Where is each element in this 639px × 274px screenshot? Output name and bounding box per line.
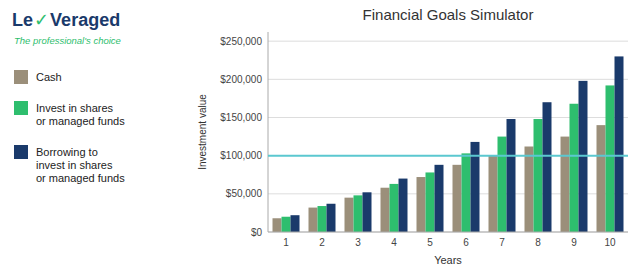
bar [381, 188, 390, 232]
y-tick-label: $200,000 [220, 74, 262, 85]
y-tick-label: $150,000 [220, 112, 262, 123]
y-axis-line [268, 32, 269, 232]
chart: Le✓Veraged The professional's choice Cash I… [0, 0, 639, 274]
x-tick-label: 5 [427, 237, 433, 248]
legend-label: Borrowing toinvest in sharesor managed f… [36, 146, 125, 184]
bar [426, 172, 435, 232]
bar [309, 208, 318, 232]
x-tick-label: 1 [283, 237, 289, 248]
legend-swatch [14, 145, 28, 159]
bar [291, 215, 300, 232]
x-axis-label: Years [434, 254, 462, 266]
bar [498, 137, 507, 232]
bar [543, 102, 552, 232]
bars [268, 56, 628, 232]
y-tick-label: $0 [251, 227, 263, 238]
grid-line [268, 232, 628, 233]
grid-line [268, 41, 628, 42]
legend-swatch [14, 70, 28, 84]
legend-label: Invest in sharesor managed funds [36, 102, 125, 127]
logo-text: Le [12, 10, 33, 30]
title: Financial Goals Simulator [363, 6, 534, 23]
bar [534, 119, 543, 232]
y-tick-label: $50,000 [226, 188, 263, 199]
bar [435, 165, 444, 232]
bar [345, 198, 354, 232]
grid-line [268, 79, 628, 80]
legend-swatch [14, 101, 28, 115]
bar [507, 119, 516, 232]
legend-item: Borrowing toinvest in sharesor managed f… [14, 145, 125, 184]
legend-item: Cash [14, 70, 62, 84]
y-axis-label: Investment value [197, 94, 208, 170]
x-tick-label: 6 [463, 237, 469, 248]
bar [354, 195, 363, 232]
y-tick-label: $250,000 [220, 36, 262, 47]
bar [390, 184, 399, 232]
bar [453, 165, 462, 232]
bar [399, 179, 408, 232]
logo-text: ✓ [34, 9, 49, 30]
x-tick-label: 2 [319, 237, 325, 248]
bar [525, 147, 534, 232]
bar [561, 137, 570, 232]
legend-label: Cash [36, 71, 62, 83]
x-tick-label: 4 [391, 237, 397, 248]
bar [462, 153, 471, 232]
x-tick-label: 7 [499, 237, 505, 248]
bar [570, 104, 579, 232]
bar [489, 156, 498, 232]
x-tick-label: 8 [535, 237, 541, 248]
logo-tagline: The professional's choice [14, 35, 121, 46]
x-tick-label: 3 [355, 237, 361, 248]
bar [417, 177, 426, 232]
bar [273, 218, 282, 232]
x-axis-line [268, 232, 628, 233]
x-tick-label: 10 [604, 237, 616, 248]
bar [606, 85, 615, 232]
logo-text: Veraged [50, 10, 120, 30]
bar [615, 56, 624, 232]
y-tick-label: $100,000 [220, 150, 262, 161]
bar [363, 192, 372, 232]
x-tick-label: 9 [571, 237, 577, 248]
bar [282, 217, 291, 232]
bar [327, 204, 336, 232]
bar [597, 125, 606, 232]
goal-line [268, 155, 628, 157]
grid-line [268, 155, 628, 156]
bar [318, 206, 327, 232]
legend-item: Invest in sharesor managed funds [14, 101, 125, 127]
